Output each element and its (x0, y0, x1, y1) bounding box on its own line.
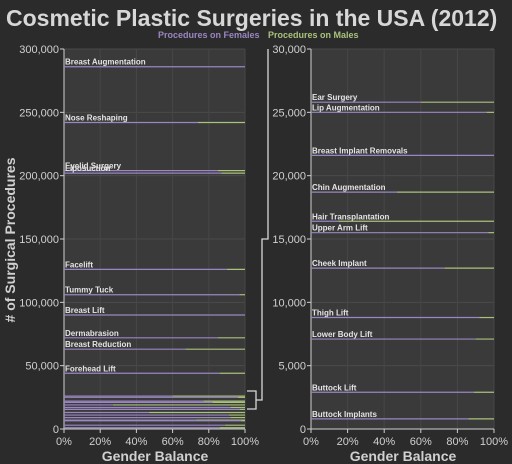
right-procedure-label: Buttock Lift (312, 383, 357, 392)
left-procedure-label: Forehead Lift (65, 364, 116, 373)
zoom-connector (247, 49, 269, 410)
right-procedure-label: Buttock Implants (312, 410, 377, 419)
left-procedure-label: Breast Augmentation (65, 58, 146, 67)
left-x-tick-label: 20% (89, 436, 111, 448)
right-procedure-label: Ear Surgery (312, 93, 358, 102)
left-procedure-label: Tummy Tuck (65, 286, 114, 295)
left-x-tick-label: 0% (56, 436, 72, 448)
right-procedure-label: Chin Augmentation (312, 183, 386, 192)
zoom-link (256, 49, 269, 401)
left-y-tick-label: 50,000 (25, 361, 59, 373)
left-y-tick-label: 250,000 (19, 107, 59, 119)
left-procedure-label: Dermabrasion (65, 329, 119, 338)
legend-females: Procedures on Females (158, 30, 260, 40)
left-x-tick-label: 40% (125, 436, 147, 448)
right-x-tick-label: 20% (337, 436, 359, 448)
zoom-bracket (247, 390, 257, 410)
right-x-tick-label: 0% (303, 436, 319, 448)
left-y-tick-label: 100,000 (19, 297, 59, 309)
right-procedure-label: Breast Implant Removals (312, 146, 408, 155)
left-x-tick-label: 60% (162, 436, 184, 448)
left-procedure-label: Eyelid Surgery (65, 162, 122, 171)
right-x-tick-label: 40% (373, 436, 395, 448)
left-y-tick-label: 0 (53, 424, 59, 436)
right-y-tick-label: 0 (300, 424, 306, 436)
y-axis-label: # of Surgical Procedures (2, 157, 18, 322)
x-axis-label-left: Gender Balance (102, 448, 209, 464)
right-procedure-label: Upper Arm Lift (312, 224, 368, 233)
left-y-tick-label: 150,000 (19, 234, 59, 246)
x-axis-label-right: Gender Balance (350, 448, 457, 464)
right-y-tick-label: 15,000 (272, 234, 306, 246)
left-x-tick-label: 100% (231, 436, 259, 448)
right-y-tick-label: 20,000 (272, 171, 306, 183)
right-procedure-label: Lip Augmentation (312, 103, 380, 112)
right-y-tick-label: 25,000 (272, 107, 306, 119)
left-y-tick-label: 300,000 (19, 44, 59, 56)
left-procedure-label: Liposuction (65, 164, 110, 173)
right-y-tick-label: 5,000 (278, 361, 306, 373)
right-procedure-label: Lower Body Lift (312, 330, 373, 339)
left-y-tick-label: 200,000 (19, 171, 59, 183)
right-x-tick-label: 60% (410, 436, 432, 448)
right-y-tick-label: 30,000 (272, 44, 306, 56)
right-panel: 0 5,000 10,000 15,000 20,000 25,000 30,000 0% 20… (272, 44, 508, 448)
right-x-tick-label: 80% (446, 436, 468, 448)
chart-title: Cosmetic Plastic Surgeries in the USA (2… (6, 5, 497, 31)
left-x-tick-label: 80% (198, 436, 220, 448)
left-procedure-label: Facelift (65, 260, 93, 269)
legend-males: Procedures on Males (268, 30, 359, 40)
left-procedure-label: Nose Reshaping (65, 113, 128, 122)
left-procedure-label: Breast Reduction (65, 340, 131, 349)
right-procedure-label: Cheek Implant (312, 259, 367, 268)
left-panel: 0 50,000 100,000 150,000 200,000 250,000 300,0… (19, 44, 259, 448)
right-x-tick-label: 100% (480, 436, 508, 448)
right-procedure-label: Hair Transplantation (312, 212, 389, 221)
right-procedure-label: Thigh Lift (312, 309, 349, 318)
left-procedure-label: Breast Lift (65, 306, 105, 315)
right-y-tick-label: 10,000 (272, 297, 306, 309)
